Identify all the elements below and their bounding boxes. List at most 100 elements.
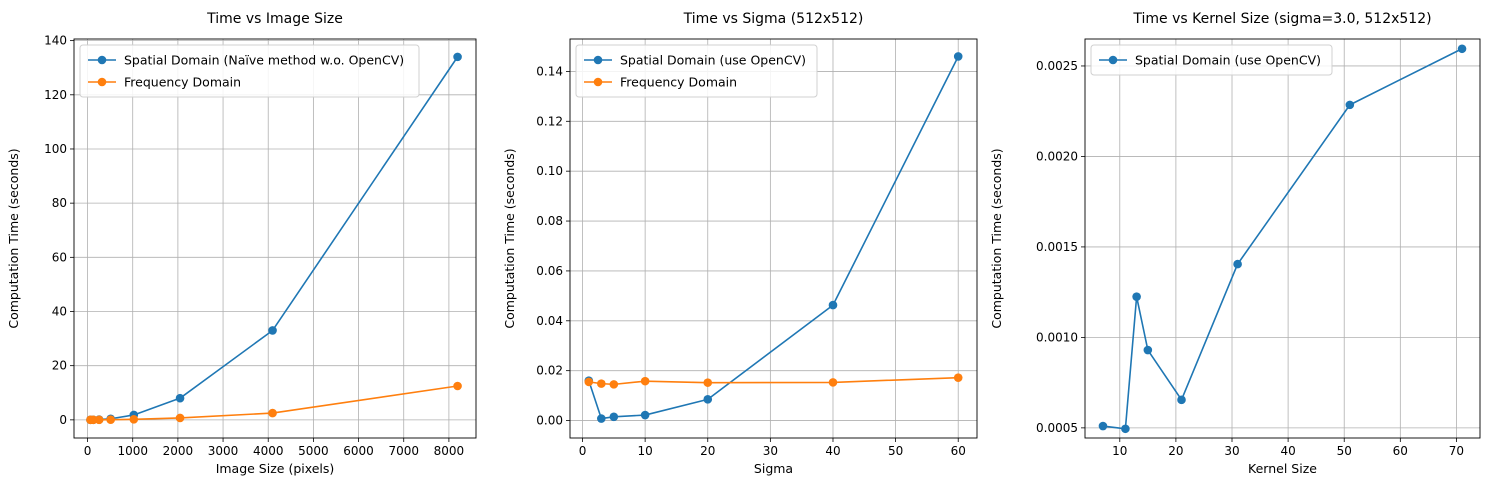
x-tick-label: 60	[1393, 444, 1408, 458]
legend-swatch-marker	[97, 55, 107, 65]
x-tick-label: 50	[1337, 444, 1352, 458]
x-tick-label: 1000	[117, 444, 148, 458]
data-point	[953, 373, 963, 382]
legend-label: Spatial Domain (Naïve method w.o. OpenCV…	[124, 53, 404, 68]
y-axis-label: Computation Time (seconds)	[6, 148, 21, 328]
legend-swatch-marker	[593, 77, 603, 87]
y-tick-label: 100	[44, 142, 67, 156]
x-tick-label: 60	[951, 444, 966, 458]
data-point	[703, 395, 713, 404]
legend-label: Spatial Domain (use OpenCV)	[620, 53, 806, 68]
data-point	[1132, 292, 1141, 301]
legend-box	[575, 44, 818, 98]
plot-frame	[1084, 38, 1481, 439]
x-tick-label: 0	[579, 444, 587, 458]
y-tick-label: 0.0005	[1036, 421, 1078, 435]
y-tick-label: 0.06	[536, 264, 563, 278]
y-tick-label: 40	[52, 305, 67, 319]
y-tick-label: 140	[44, 34, 67, 48]
y-tick-label: 60	[52, 250, 67, 264]
legend-box	[79, 44, 420, 98]
x-tick-label: 4000	[253, 444, 284, 458]
data-point	[609, 412, 619, 422]
legend: Spatial Domain (use OpenCV) Frequency Dom…	[575, 44, 818, 98]
data-point	[175, 413, 185, 423]
y-tick-label: 0.04	[536, 314, 563, 328]
x-tick-label: 3000	[208, 444, 239, 458]
x-tick-label: 7000	[388, 444, 419, 458]
data-point	[584, 377, 594, 387]
x-axis-label: Image Size (pixels)	[216, 461, 335, 476]
data-point	[609, 380, 619, 389]
legend-swatch-marker	[593, 55, 603, 65]
y-axis-label: Computation Time (seconds)	[989, 148, 1004, 328]
data-point	[640, 410, 650, 420]
x-tick-label: 30	[763, 444, 778, 458]
data-point	[175, 393, 185, 403]
legend-swatch-marker	[97, 77, 107, 87]
x-tick-label: 30	[1224, 444, 1239, 458]
y-tick-label: 0.00	[536, 414, 563, 428]
legend-label: Frequency Domain	[124, 75, 241, 90]
x-tick-label: 40	[1280, 444, 1295, 458]
legend-swatch-marker	[1108, 55, 1118, 65]
y-tick-label: 120	[44, 88, 67, 102]
x-tick-label: 20	[700, 444, 715, 458]
data-point	[597, 379, 606, 388]
x-tick-label: 20	[1168, 444, 1183, 458]
data-point	[828, 300, 838, 310]
data-point	[1143, 345, 1153, 355]
data-point	[953, 52, 963, 61]
y-tick-label: 0.0025	[1036, 59, 1078, 73]
chart-panel-1: 0 1000 2000 3000 4000 5000 6000 7000 8000 0 20 40 60…	[6, 11, 477, 476]
y-axis-label: Computation Time (seconds)	[502, 148, 517, 328]
data-point	[453, 52, 462, 62]
x-tick-label: 10	[637, 444, 652, 458]
plot-frame	[569, 38, 978, 439]
x-tick-label: 5000	[298, 444, 329, 458]
data-point	[1177, 395, 1186, 405]
y-tick-label: 80	[52, 196, 67, 210]
y-tick-label: 0.02	[536, 364, 563, 378]
legend: Spatial Domain (Naïve method w.o. OpenCV…	[79, 44, 420, 98]
x-tick-label: 40	[825, 444, 840, 458]
legend-label: Frequency Domain	[620, 75, 737, 90]
data-point	[640, 376, 650, 386]
data-point	[828, 378, 838, 387]
plot-frame	[73, 38, 477, 439]
legend-label: Spatial Domain (use OpenCV)	[1135, 53, 1321, 68]
data-point	[1457, 44, 1467, 54]
y-tick-label: 0.14	[536, 64, 563, 78]
chart-title: Time vs Sigma (512x512)	[683, 11, 864, 27]
x-axis-label: Sigma	[754, 461, 793, 476]
chart-panel-2: 0 10 20 30 40 50 60 0.00 0.02 0.04 0.06 0.08 0.10 0.1…	[502, 11, 978, 476]
y-tick-label: 0.12	[536, 114, 563, 128]
data-point	[453, 381, 462, 391]
data-point	[1345, 100, 1355, 110]
y-tick-label: 0.0015	[1036, 240, 1078, 254]
x-tick-label: 2000	[163, 444, 194, 458]
y-tick-label: 20	[52, 359, 67, 373]
chart-title: Time vs Kernel Size (sigma=3.0, 512x512)	[1132, 11, 1431, 27]
series-line-1	[588, 56, 959, 420]
data-point	[268, 408, 277, 418]
data-point	[597, 414, 606, 423]
y-tick-label: 0.10	[536, 164, 563, 178]
legend-box	[1090, 44, 1333, 76]
y-tick-label: 0.08	[536, 214, 563, 228]
x-axis-label: Kernel Size	[1248, 461, 1317, 476]
y-tick-label: 0.0010	[1036, 330, 1078, 344]
y-tick-label: 0.0020	[1036, 149, 1078, 163]
series-line-1	[1102, 48, 1463, 430]
x-tick-label: 8000	[434, 444, 465, 458]
data-point	[1233, 259, 1242, 269]
chart-title: Time vs Image Size	[206, 11, 343, 27]
data-point	[1098, 421, 1108, 431]
data-point	[703, 378, 713, 387]
y-tick-label: 0	[59, 413, 67, 427]
x-tick-label: 50	[888, 444, 903, 458]
data-point	[129, 415, 139, 424]
chart-panel-3: 10 20 30 40 50 60 70 0.0005 0.0010 0.0015 0.0020 0.…	[989, 11, 1481, 476]
data-point	[106, 415, 115, 425]
